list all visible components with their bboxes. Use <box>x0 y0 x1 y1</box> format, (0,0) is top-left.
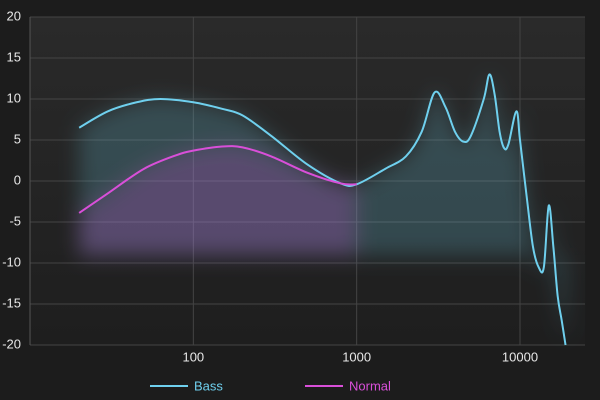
y-tick-label: 5 <box>14 131 21 146</box>
x-tick-label: 10000 <box>502 349 538 364</box>
y-tick-label: 0 <box>14 172 21 187</box>
y-tick-label: -20 <box>2 336 21 351</box>
legend-label: Normal <box>349 378 391 393</box>
area <box>79 146 357 255</box>
legend-label: Bass <box>194 378 223 393</box>
y-tick-label: -5 <box>9 213 21 228</box>
series-line <box>78 145 357 214</box>
y-tick-label: -10 <box>2 254 21 269</box>
y-tick-label: -15 <box>2 295 21 310</box>
x-tick-label: 1000 <box>342 349 371 364</box>
y-tick-label: 20 <box>7 8 21 23</box>
y-tick-label: 10 <box>7 90 21 105</box>
y-tick-label: 15 <box>7 49 21 64</box>
x-tick-label: 100 <box>182 349 204 364</box>
series-line <box>78 73 567 346</box>
